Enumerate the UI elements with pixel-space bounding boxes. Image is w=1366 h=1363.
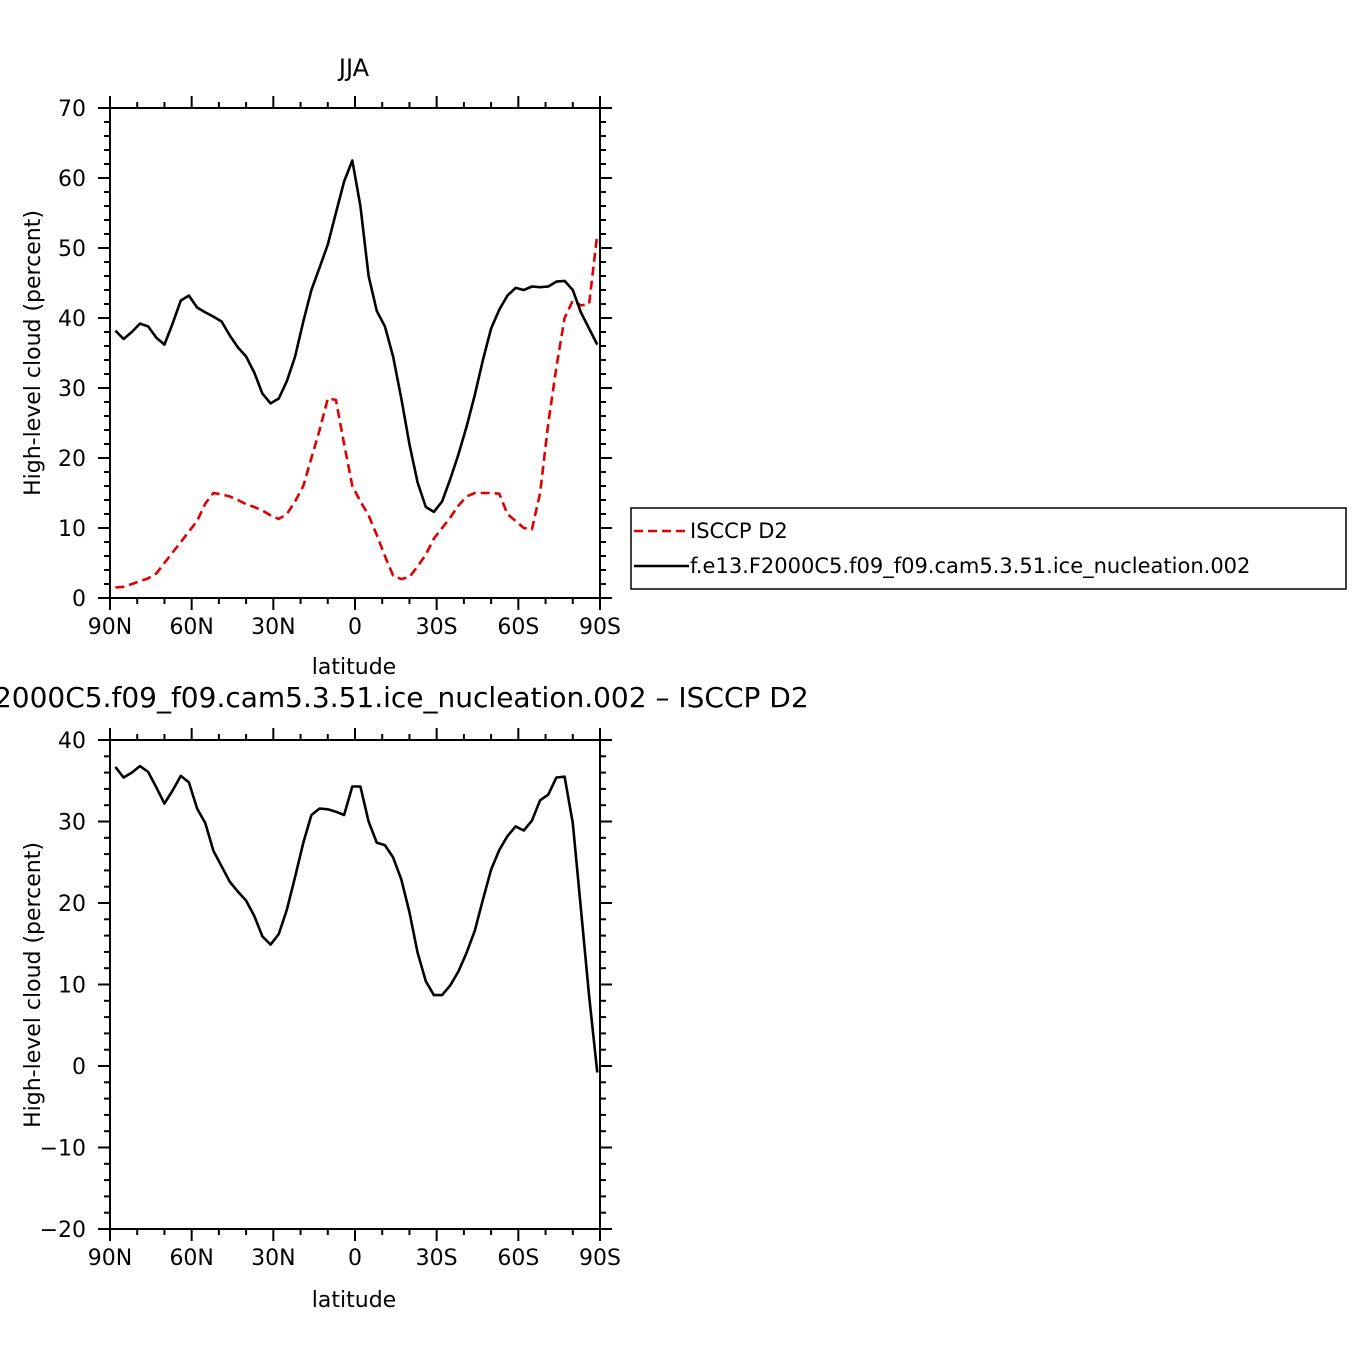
bottom-chart-y-axis-label: High-level cloud (percent) xyxy=(21,842,46,1128)
y-tick-label: 50 xyxy=(58,237,86,262)
x-tick-label: 0 xyxy=(348,1246,362,1271)
bottom-chart: f.e13.F2000C5.f09_f09.cam5.3.51.ice_nucl… xyxy=(0,681,809,1313)
legend-entry-isccp: ISCCP D2 xyxy=(690,519,788,543)
top-chart-title: JJA xyxy=(337,54,370,82)
top-chart-y-axis-label: High-level cloud (percent) xyxy=(21,210,46,496)
legend: ISCCP D2 f.e13.F2000C5.f09_f09.cam5.3.51… xyxy=(630,507,1347,590)
legend-box xyxy=(630,507,1347,590)
x-tick-label: 30N xyxy=(251,615,295,640)
y-tick-label: 0 xyxy=(72,587,86,612)
y-tick-label: 30 xyxy=(58,377,86,402)
x-tick-label: 60S xyxy=(497,1246,539,1271)
series-line-isccp xyxy=(115,233,599,589)
series-line-model xyxy=(114,159,599,514)
top-chart-series xyxy=(114,159,599,589)
y-tick-label: 10 xyxy=(58,517,86,542)
y-tick-label: 40 xyxy=(58,307,86,332)
bottom-chart-title: f.e13.F2000C5.f09_f09.cam5.3.51.ice_nucl… xyxy=(0,681,809,714)
top-chart-plot-frame xyxy=(109,107,601,599)
x-tick-label: 60N xyxy=(169,615,213,640)
top-chart: JJA High-level cloud (percent) latitude … xyxy=(21,54,621,680)
top-chart-ticks: 90N 60N 30N 0 30S 60S 90S 0 10 20 30 40 50 60 70 xyxy=(58,96,621,640)
x-tick-label: 30S xyxy=(416,615,458,640)
x-tick-label: 60S xyxy=(497,615,539,640)
x-tick-label: 90N xyxy=(88,615,132,640)
legend-entry-model: f.e13.F2000C5.f09_f09.cam5.3.51.ice_nucl… xyxy=(690,554,1250,579)
y-tick-label: −20 xyxy=(40,1218,86,1243)
bottom-chart-plot-frame xyxy=(109,739,601,1230)
x-tick-label: 90N xyxy=(88,1246,132,1271)
x-tick-label: 30N xyxy=(251,1246,295,1271)
x-tick-label: 90S xyxy=(579,615,621,640)
y-tick-label: −10 xyxy=(40,1137,86,1162)
x-tick-label: 0 xyxy=(348,615,362,640)
bottom-chart-x-axis-label: latitude xyxy=(312,1288,396,1313)
y-tick-label: 60 xyxy=(58,167,86,192)
y-tick-label: 20 xyxy=(58,892,86,917)
y-tick-label: 70 xyxy=(58,97,86,122)
y-tick-label: 10 xyxy=(58,974,86,999)
y-tick-label: 20 xyxy=(58,447,86,472)
top-chart-x-axis-label: latitude xyxy=(312,655,396,680)
x-tick-label: 90S xyxy=(579,1246,621,1271)
y-tick-label: 0 xyxy=(72,1055,86,1080)
x-tick-label: 60N xyxy=(169,1246,213,1271)
series-line-difference xyxy=(114,764,599,1073)
y-tick-label: 40 xyxy=(58,729,86,754)
y-tick-label: 30 xyxy=(58,811,86,836)
bottom-chart-series xyxy=(114,764,599,1073)
x-tick-label: 30S xyxy=(416,1246,458,1271)
